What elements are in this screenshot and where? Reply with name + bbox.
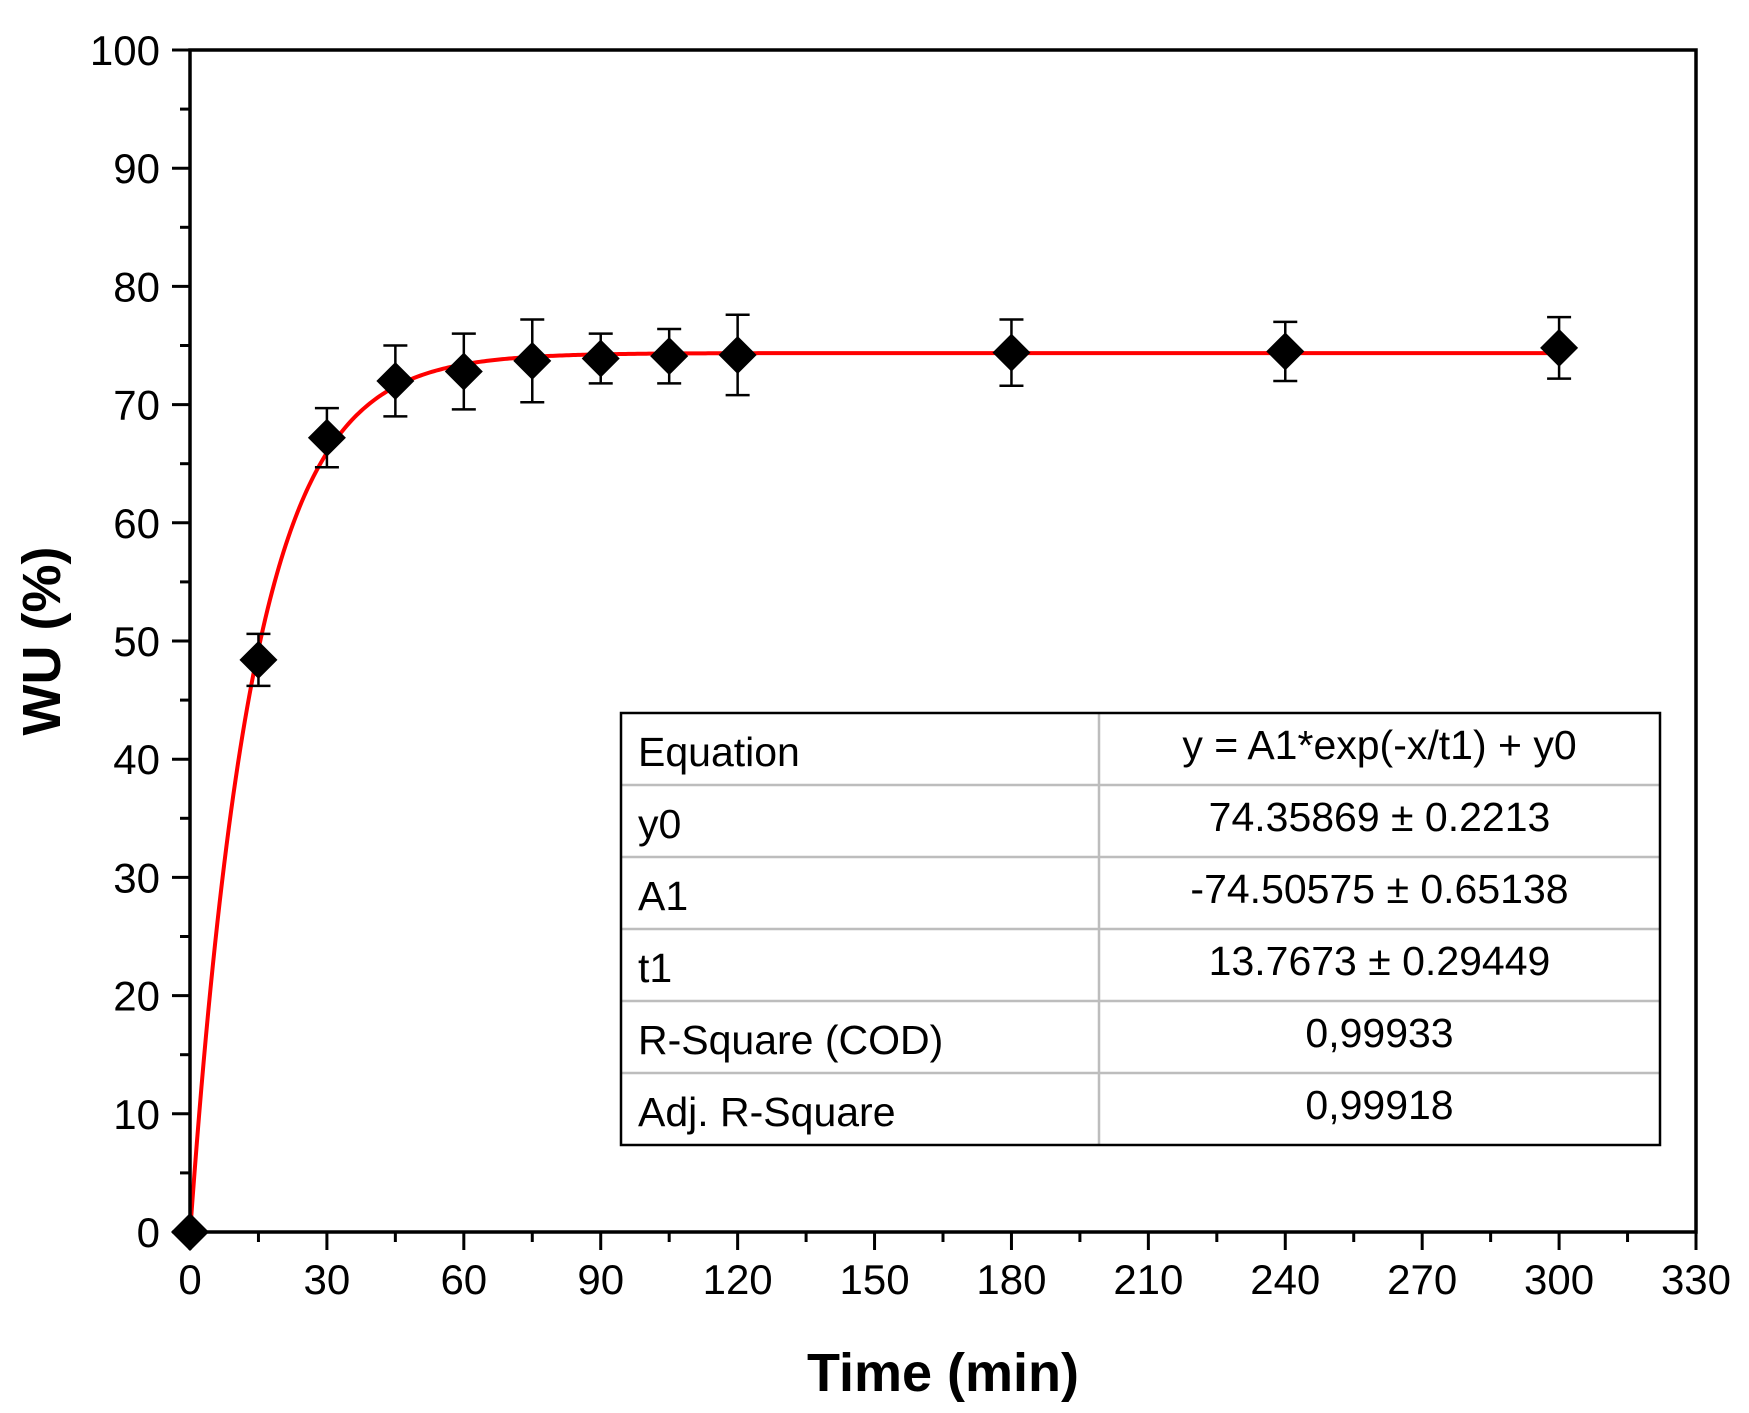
data-point <box>1540 328 1579 367</box>
data-point <box>444 352 483 391</box>
axis-tick-labels: 0 30 60 90 120 150 180 210 240 270 300 330 0 10 20 30 40… <box>90 27 1731 1303</box>
y-tick-label: 80 <box>113 263 160 310</box>
data-point <box>992 333 1031 372</box>
x-axis-title: Time (min) <box>807 1343 1079 1403</box>
x-tick-label: 30 <box>304 1256 351 1303</box>
table-row-value: y = A1*exp(-x/t1) + y0 <box>1182 722 1576 768</box>
y-tick-label: 50 <box>113 618 160 665</box>
table-row-value: 13.7673 ± 0.29449 <box>1209 938 1551 984</box>
x-tick-label: 180 <box>976 1256 1046 1303</box>
x-tick-label: 330 <box>1661 1256 1731 1303</box>
data-point <box>718 335 757 374</box>
data-point <box>376 361 415 400</box>
table-row-label: R-Square (COD) <box>638 1017 943 1063</box>
x-tick-label: 150 <box>840 1256 910 1303</box>
data-points-layer <box>171 313 1579 1251</box>
table-row-value: 0,99933 <box>1305 1010 1453 1056</box>
y-tick-label: 60 <box>113 500 160 547</box>
fit-curve-layer <box>188 351 1560 1234</box>
table-row-label: Adj. R-Square <box>638 1089 896 1135</box>
x-tick-label: 240 <box>1250 1256 1320 1303</box>
y-tick-label: 90 <box>113 145 160 192</box>
fit-parameter-table: Equation y = A1*exp(-x/t1) + y0 y0 74.35869… <box>619 711 1662 1147</box>
table-row-value: 74.35869 ± 0.2213 <box>1209 794 1551 840</box>
table-row-label: A1 <box>638 873 688 919</box>
y-axis-title: WU (%) <box>12 547 72 736</box>
y-tick-label: 0 <box>137 1209 160 1256</box>
table-row-label: Equation <box>638 729 800 775</box>
y-tick-label: 70 <box>113 382 160 429</box>
x-tick-label: 300 <box>1524 1256 1594 1303</box>
y-tick-label: 40 <box>113 736 160 783</box>
fit-curve <box>188 351 1560 1234</box>
data-point <box>513 341 552 380</box>
data-point <box>239 640 278 679</box>
x-tick-label: 60 <box>440 1256 487 1303</box>
x-tick-label: 90 <box>577 1256 624 1303</box>
plot-frame <box>188 48 1698 1234</box>
data-point <box>1266 332 1305 371</box>
table-row-value: -74.50575 ± 0.65138 <box>1190 866 1568 912</box>
table-row-value: 0,99918 <box>1305 1082 1453 1128</box>
x-tick-label: 0 <box>178 1256 201 1303</box>
table-row-label: t1 <box>638 945 672 991</box>
table-row-label: y0 <box>638 801 681 847</box>
y-tick-label: 100 <box>90 27 160 74</box>
x-tick-label: 120 <box>703 1256 773 1303</box>
data-point <box>650 337 689 376</box>
data-point <box>581 339 620 378</box>
data-point <box>307 418 346 457</box>
y-tick-label: 20 <box>113 973 160 1020</box>
y-tick-label: 10 <box>113 1091 160 1138</box>
x-tick-label: 210 <box>1113 1256 1183 1303</box>
x-tick-label: 270 <box>1387 1256 1457 1303</box>
table-frame <box>619 711 1662 1147</box>
y-tick-label: 30 <box>113 854 160 901</box>
